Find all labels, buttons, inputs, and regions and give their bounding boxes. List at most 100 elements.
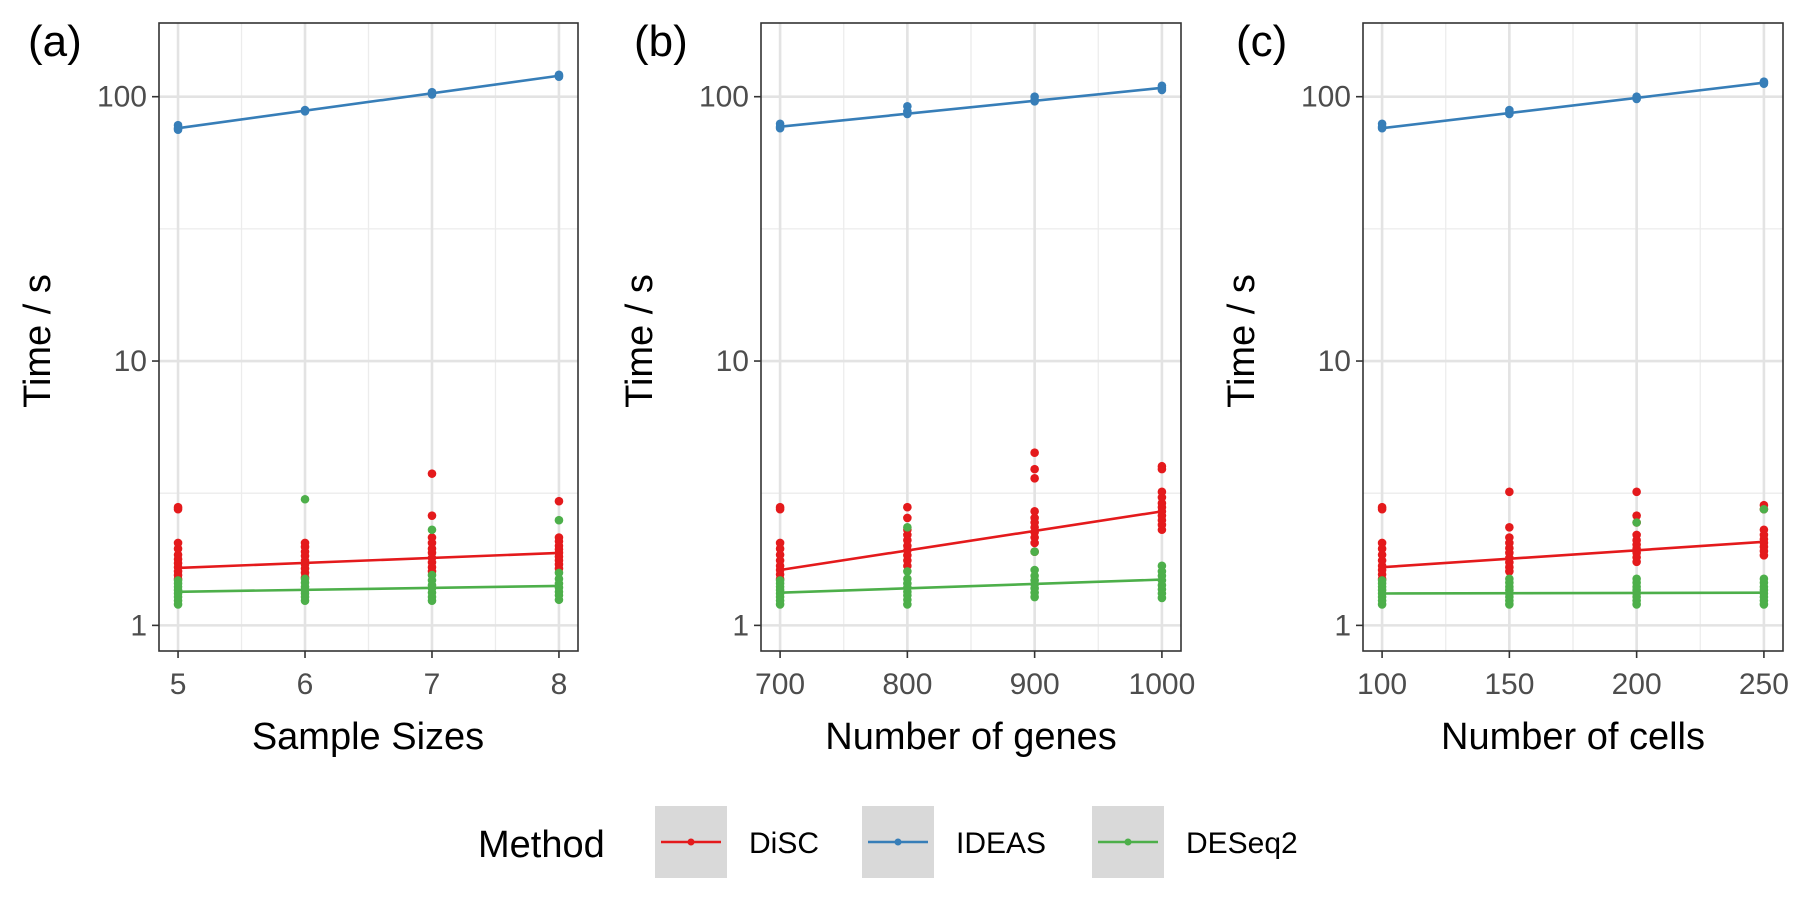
legend-key-point <box>687 838 695 846</box>
data-point <box>1759 504 1769 514</box>
data-point <box>1377 123 1387 133</box>
trend-line <box>780 578 1162 594</box>
y-axis-title: Time / s <box>1221 274 1263 408</box>
data-point <box>554 515 564 525</box>
data-point <box>427 596 437 605</box>
data-point <box>1030 448 1039 458</box>
trend-line <box>1381 81 1765 130</box>
x-tick-label: 250 <box>1739 668 1789 701</box>
x-tick-label: 7 <box>424 668 441 701</box>
data-point <box>1759 551 1769 560</box>
x-tick-label: 800 <box>882 668 932 701</box>
y-tick-label: 10 <box>716 345 749 378</box>
data-point <box>903 513 912 523</box>
data-point <box>427 511 437 520</box>
data-point <box>427 469 437 478</box>
data-point <box>1157 593 1167 603</box>
data-point <box>1030 474 1039 483</box>
legend-item-ideas: IDEAS <box>862 806 1046 878</box>
legend-label: DESeq2 <box>1186 827 1298 860</box>
legend-key-point <box>1124 838 1132 846</box>
data-point <box>1157 525 1167 535</box>
data-point <box>1030 507 1039 516</box>
legend-label: IDEAS <box>956 827 1046 860</box>
y-axis-title: Time / s <box>619 274 661 408</box>
legend-label: DiSC <box>749 827 819 860</box>
trend-line <box>177 74 560 130</box>
series-deseq2 <box>173 494 564 609</box>
legend-item-deseq2: DESeq2 <box>1092 806 1298 878</box>
series-ideas <box>775 81 1167 133</box>
data-point <box>1505 567 1514 576</box>
data-point <box>300 494 310 504</box>
y-tick-label: 1 <box>732 609 749 642</box>
data-point <box>1632 518 1641 527</box>
series-ideas <box>173 70 564 135</box>
data-point <box>1157 464 1167 474</box>
y-tick-label: 1 <box>1334 609 1351 642</box>
x-tick-label: 900 <box>1010 668 1060 701</box>
panel-label: (b) <box>634 17 688 66</box>
x-axis-title: Sample Sizes <box>252 716 484 758</box>
y-tick-label: 100 <box>699 81 749 114</box>
data-point <box>554 595 564 605</box>
y-tick-label: 1 <box>130 609 147 642</box>
y-tick-label: 100 <box>97 81 147 114</box>
data-point <box>1505 487 1514 497</box>
series-ideas <box>1377 77 1769 133</box>
data-point <box>554 496 564 506</box>
data-point <box>775 600 785 609</box>
x-tick-label: 200 <box>1612 668 1662 701</box>
data-point <box>1030 547 1039 556</box>
panel-label: (c) <box>1236 17 1287 66</box>
x-axis-title: Number of cells <box>1441 716 1705 758</box>
data-point <box>903 600 912 609</box>
y-tick-label: 100 <box>1301 81 1351 114</box>
trend-line <box>178 584 559 594</box>
x-tick-label: 700 <box>755 668 805 701</box>
data-point <box>1759 600 1769 609</box>
trend-line <box>779 510 1163 572</box>
data-point <box>1505 600 1514 609</box>
panel-label: (a) <box>28 17 82 66</box>
data-point <box>1632 487 1641 497</box>
data-point <box>1505 522 1514 532</box>
legend: Method DiSC IDEAS DESeq2 <box>478 806 1298 878</box>
panel-b: (b) Time / s Number of genes 700 800 900 10… <box>619 17 1195 758</box>
data-point <box>427 525 437 535</box>
data-point <box>173 504 183 514</box>
data-point <box>1632 557 1641 567</box>
legend-item-disc: DiSC <box>655 806 819 878</box>
panel-border <box>1362 22 1784 652</box>
panel-c: (c) Time / s Number of cells 100 150 200 25… <box>1221 17 1789 758</box>
y-tick-label: 10 <box>1318 345 1351 378</box>
data-point <box>1030 538 1039 548</box>
trend-line <box>1382 591 1764 595</box>
data-point <box>1377 600 1387 609</box>
x-tick-label: 5 <box>170 668 187 701</box>
x-tick-label: 8 <box>551 668 568 701</box>
data-point <box>903 502 912 512</box>
data-point <box>903 567 912 576</box>
y-axis-title: Time / s <box>17 274 59 408</box>
data-point <box>1030 464 1039 474</box>
series-deseq2 <box>775 522 1167 609</box>
data-point <box>1632 600 1641 609</box>
trend-line <box>1382 540 1764 569</box>
panel-border <box>158 22 579 652</box>
trend-line <box>177 551 560 570</box>
data-point <box>1632 511 1641 520</box>
data-point <box>1030 592 1039 602</box>
y-tick-label: 10 <box>114 345 147 378</box>
legend-title: Method <box>478 824 605 866</box>
series-deseq2 <box>1377 504 1769 609</box>
data-point <box>775 504 785 514</box>
data-point <box>775 544 785 554</box>
data-point <box>300 596 310 605</box>
x-tick-label: 1000 <box>1129 668 1196 701</box>
panel-border <box>760 22 1182 652</box>
data-point <box>173 544 183 554</box>
data-point <box>903 522 912 532</box>
panel-a: (a) Time / s Sample Sizes 5 6 7 8 1 10 100 <box>17 17 579 758</box>
